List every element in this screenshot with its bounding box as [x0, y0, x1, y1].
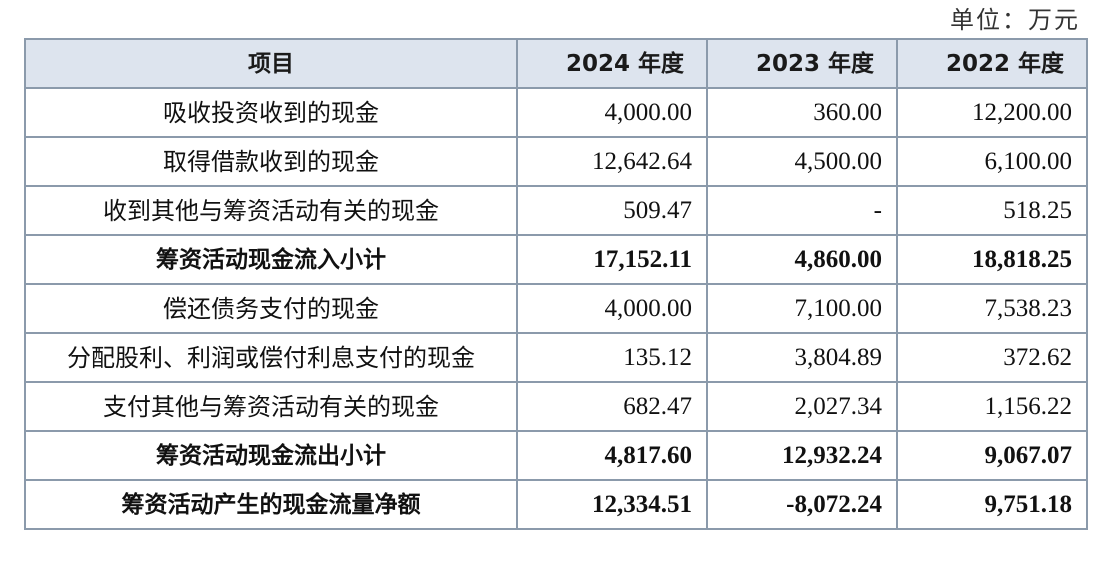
cell-2024: 135.12 — [516, 332, 708, 383]
header-2022: 2022 年度 — [896, 38, 1088, 89]
cell-2022: 372.62 — [896, 332, 1088, 383]
row-item-label: 筹资活动产生的现金流量净额 — [24, 479, 518, 530]
cell-2024: 17,152.11 — [516, 234, 708, 285]
row-item-label: 支付其他与筹资活动有关的现金 — [24, 381, 518, 432]
row-item-label: 吸收投资收到的现金 — [24, 87, 518, 138]
header-row: 项目 2024 年度 2023 年度 2022 年度 — [24, 38, 1088, 89]
cell-2023: 7,100.00 — [706, 283, 898, 334]
table-row: 偿还债务支付的现金 4,000.00 7,100.00 7,538.23 — [24, 283, 1088, 334]
row-item-label: 分配股利、利润或偿付利息支付的现金 — [24, 332, 518, 383]
table-row: 支付其他与筹资活动有关的现金 682.47 2,027.34 1,156.22 — [24, 381, 1088, 432]
cell-2023: 12,932.24 — [706, 430, 898, 481]
cell-2022: 6,100.00 — [896, 136, 1088, 187]
cell-2024: 12,334.51 — [516, 479, 708, 530]
table-row: 取得借款收到的现金 12,642.64 4,500.00 6,100.00 — [24, 136, 1088, 187]
header-2024: 2024 年度 — [516, 38, 708, 89]
cell-2022: 9,067.07 — [896, 430, 1088, 481]
cell-2022: 7,538.23 — [896, 283, 1088, 334]
subtotal-row-inflow: 筹资活动现金流入小计 17,152.11 4,860.00 18,818.25 — [24, 234, 1088, 285]
cell-2023: -8,072.24 — [706, 479, 898, 530]
header-item: 项目 — [24, 38, 518, 89]
table-row: 吸收投资收到的现金 4,000.00 360.00 12,200.00 — [24, 87, 1088, 138]
cell-2024: 4,817.60 — [516, 430, 708, 481]
cell-2023: 4,860.00 — [706, 234, 898, 285]
unit-label: 单位：万元 — [950, 6, 1080, 34]
row-item-label: 偿还债务支付的现金 — [24, 283, 518, 334]
cell-2022: 9,751.18 — [896, 479, 1088, 530]
cell-2024: 4,000.00 — [516, 87, 708, 138]
table-row: 收到其他与筹资活动有关的现金 509.47 - 518.25 — [24, 185, 1088, 236]
cell-2022: 1,156.22 — [896, 381, 1088, 432]
cell-2023: - — [706, 185, 898, 236]
subtotal-row-outflow: 筹资活动现金流出小计 4,817.60 12,932.24 9,067.07 — [24, 430, 1088, 481]
cell-2024: 509.47 — [516, 185, 708, 236]
cell-2022: 518.25 — [896, 185, 1088, 236]
financing-cashflow-table: 项目 2024 年度 2023 年度 2022 年度 吸收投资收到的现金 4,0… — [24, 38, 1088, 530]
cell-2024: 4,000.00 — [516, 283, 708, 334]
header-2023: 2023 年度 — [706, 38, 898, 89]
cell-2024: 12,642.64 — [516, 136, 708, 187]
cell-2023: 2,027.34 — [706, 381, 898, 432]
net-cashflow-row: 筹资活动产生的现金流量净额 12,334.51 -8,072.24 9,751.… — [24, 479, 1088, 530]
cell-2023: 4,500.00 — [706, 136, 898, 187]
row-item-label: 筹资活动现金流出小计 — [24, 430, 518, 481]
cell-2023: 3,804.89 — [706, 332, 898, 383]
cell-2023: 360.00 — [706, 87, 898, 138]
cell-2022: 12,200.00 — [896, 87, 1088, 138]
row-item-label: 筹资活动现金流入小计 — [24, 234, 518, 285]
cell-2024: 682.47 — [516, 381, 708, 432]
row-item-label: 收到其他与筹资活动有关的现金 — [24, 185, 518, 236]
cell-2022: 18,818.25 — [896, 234, 1088, 285]
table-row: 分配股利、利润或偿付利息支付的现金 135.12 3,804.89 372.62 — [24, 332, 1088, 383]
row-item-label: 取得借款收到的现金 — [24, 136, 518, 187]
